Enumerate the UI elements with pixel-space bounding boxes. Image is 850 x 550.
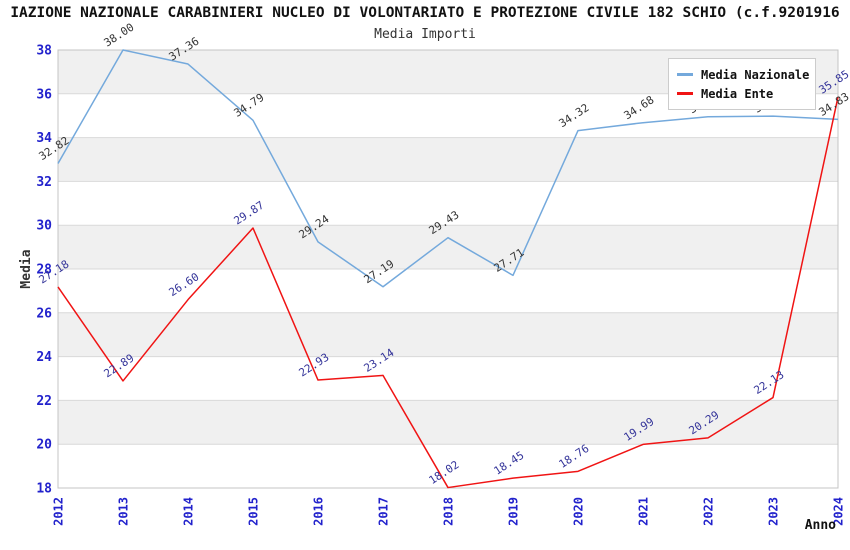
x-tick-label: 2014 (182, 497, 196, 526)
series-line-media-nazionale (57, 49, 839, 288)
grid-band (58, 137, 838, 182)
data-label: 34.68 (622, 93, 657, 122)
x-tick-label: 2013 (117, 497, 131, 526)
legend-item-media-nazionale: Media Nazionale (677, 65, 810, 84)
x-tick-label: 2015 (247, 497, 261, 526)
y-tick-label: 28 (36, 263, 52, 278)
y-tick-label: 30 (36, 219, 52, 234)
x-tick-label: 2021 (637, 497, 651, 526)
grid-band (58, 225, 838, 269)
data-label: 34.79 (232, 91, 267, 120)
data-label: 34.32 (557, 101, 592, 130)
grid-band (58, 312, 838, 357)
legend: Media Nazionale Media Ente (668, 58, 816, 110)
x-tick-label: 2017 (377, 497, 391, 526)
x-tick-label: 2018 (442, 497, 456, 526)
data-label: 38.00 (102, 21, 137, 50)
legend-item-media-ente: Media Ente (677, 84, 807, 103)
x-tick-label: 2012 (52, 497, 66, 526)
series-line-media-ente (57, 96, 839, 489)
y-tick-label: 22 (36, 394, 52, 409)
data-label: 26.60 (167, 270, 202, 299)
data-label: 18.45 (492, 449, 527, 478)
x-tick-label: 2023 (767, 497, 781, 526)
x-tick-label: 2016 (312, 497, 326, 526)
x-tick-label: 2022 (702, 497, 716, 526)
legend-label-media-ente: Media Ente (701, 86, 774, 101)
y-tick-label: 32 (36, 175, 52, 190)
data-label: 18.76 (557, 442, 592, 471)
data-label: 18.02 (427, 458, 462, 487)
x-tick-label: 2019 (507, 497, 521, 526)
data-label: 22.13 (752, 368, 787, 397)
y-tick-label: 34 (36, 131, 52, 146)
x-tick-label: 2020 (572, 497, 586, 526)
legend-swatch-media-ente-icon (677, 92, 693, 95)
legend-label-media-nazionale: Media Nazionale (701, 67, 810, 82)
grid-band (58, 400, 838, 445)
x-axis-title: Anno (805, 518, 836, 533)
y-tick-label: 20 (36, 438, 52, 453)
x-tick-label: 2024 (832, 497, 846, 526)
y-tick-label: 38 (36, 44, 52, 59)
chart-subtitle: Media Importi (374, 27, 476, 42)
y-tick-label: 36 (36, 87, 52, 102)
y-tick-label: 18 (36, 482, 52, 497)
chart-title: IAZIONE NAZIONALE CARABINIERI NUCLEO DI … (10, 5, 840, 21)
legend-swatch-media-nazionale-icon (677, 73, 693, 76)
y-tick-label: 26 (36, 306, 52, 321)
data-label: 29.87 (232, 199, 267, 228)
y-axis-title: Media (19, 249, 34, 288)
y-tick-label: 24 (36, 350, 52, 365)
